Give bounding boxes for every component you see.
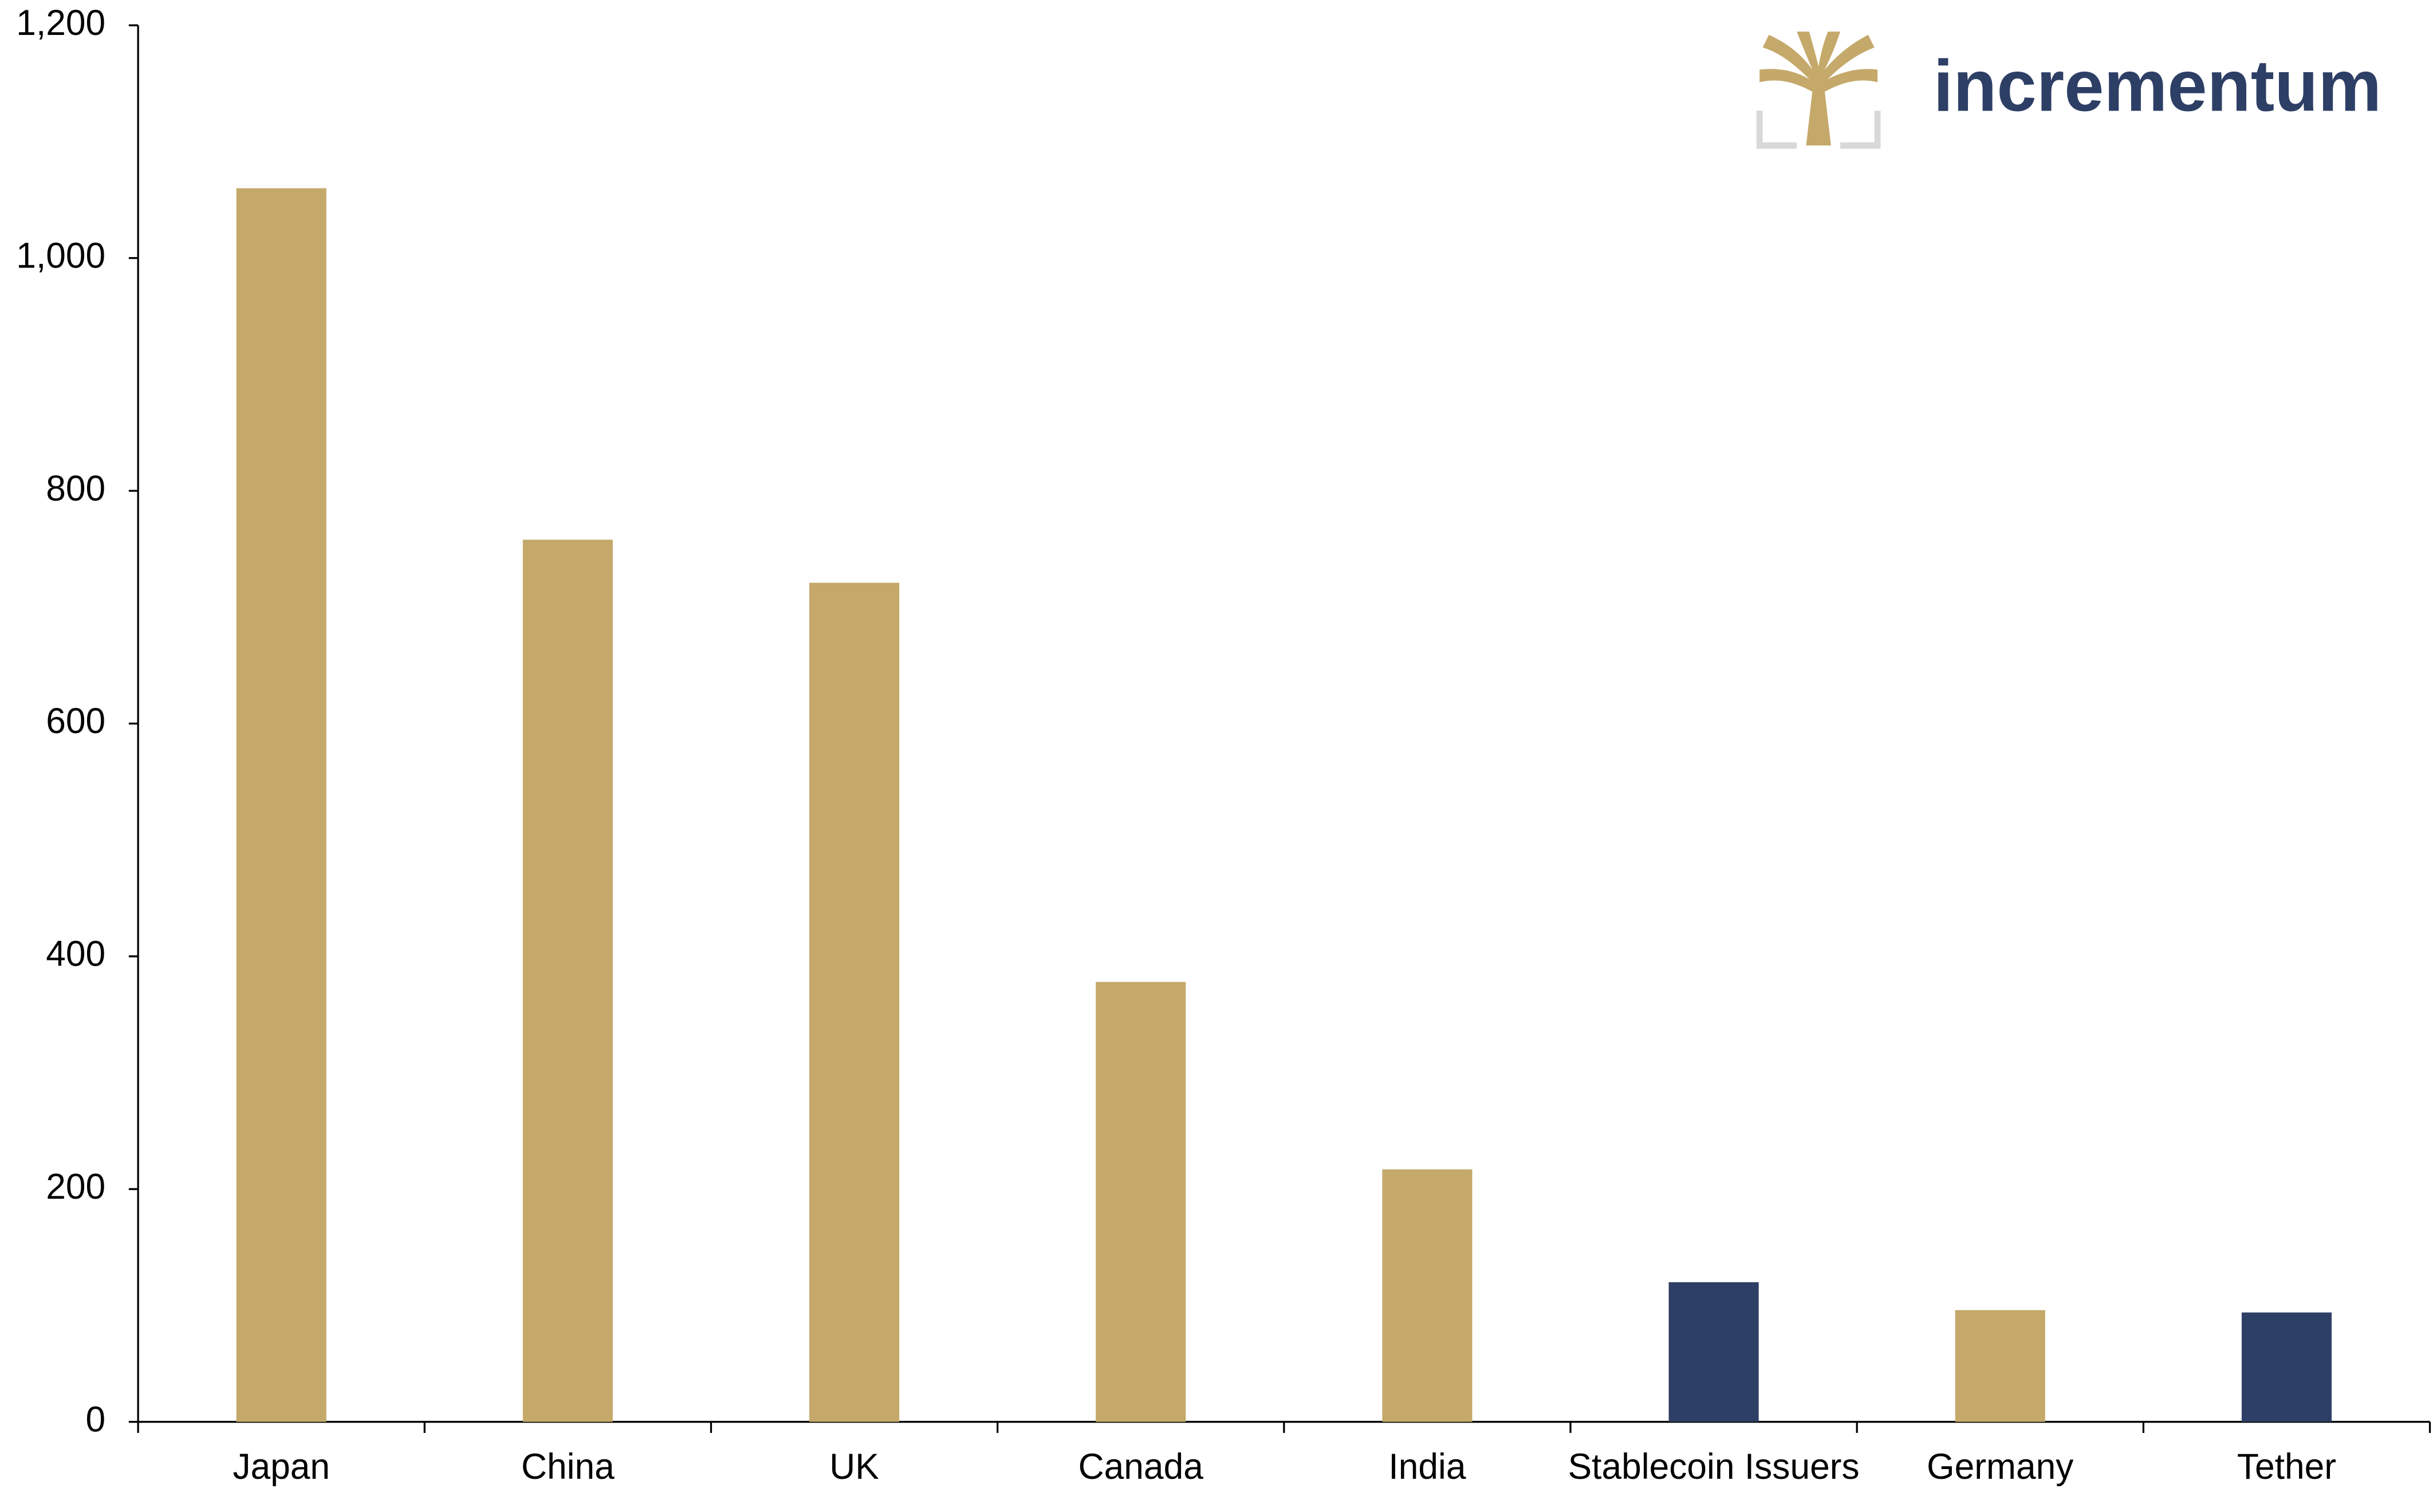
logo: incrementum	[1756, 32, 2382, 149]
bar	[522, 540, 613, 1422]
x-tick-label: India	[1388, 1447, 1466, 1487]
bar	[1096, 982, 1186, 1422]
y-tick-label: 0	[86, 1399, 106, 1440]
bar	[1668, 1282, 1759, 1422]
x-tick-label: Tether	[2237, 1447, 2336, 1487]
bar	[1382, 1169, 1473, 1422]
x-tick-label: Germany	[1927, 1447, 2074, 1487]
y-tick-label: 400	[46, 934, 105, 974]
x-tick-label: UK	[829, 1447, 879, 1487]
logo-text: incrementum	[1934, 45, 2382, 127]
bar	[809, 582, 900, 1422]
y-tick-label: 200	[46, 1166, 105, 1207]
x-tick-label: China	[521, 1447, 615, 1487]
bar	[2241, 1312, 2332, 1422]
x-tick-label: Stablecoin Issuers	[1568, 1447, 1860, 1487]
bar	[1955, 1310, 2045, 1422]
bar	[236, 188, 326, 1422]
y-tick-label: 1,000	[16, 235, 105, 276]
x-tick-label: Japan	[233, 1447, 330, 1487]
y-tick-label: 800	[46, 468, 105, 509]
x-tick-label: Canada	[1078, 1447, 1203, 1487]
y-tick-label: 600	[46, 701, 105, 742]
y-tick-label: 1,200	[16, 2, 105, 43]
